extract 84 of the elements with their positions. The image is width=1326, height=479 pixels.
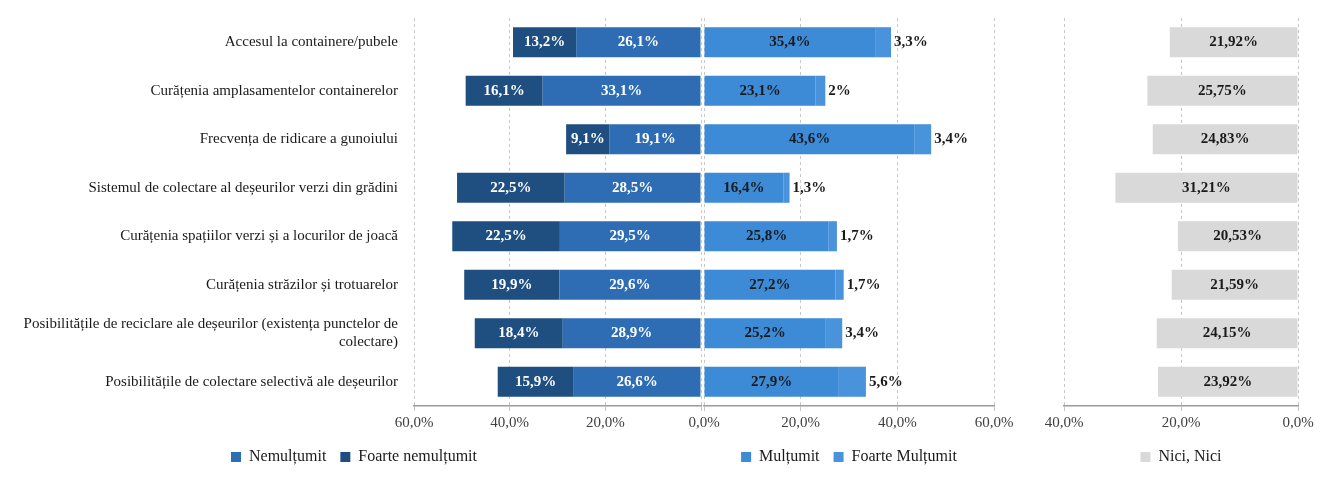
x-tick-label: 20,0% <box>781 413 821 430</box>
x-tick-label: 0,0% <box>688 413 720 430</box>
data-label: 22,5% <box>485 227 527 244</box>
legend-label: Mulțumit <box>759 447 821 466</box>
bar <box>576 27 701 58</box>
bar <box>1147 75 1298 106</box>
bar <box>559 269 701 300</box>
legend-label: Nici, Nici <box>1158 447 1223 465</box>
bar <box>474 318 563 349</box>
data-label: 43,6% <box>788 130 831 147</box>
data-label: 2% <box>828 81 851 98</box>
data-label: 35,4% <box>769 33 811 50</box>
data-label: 27,2% <box>749 275 791 292</box>
data-label: 16,4% <box>723 178 765 195</box>
bar <box>1169 27 1298 58</box>
bar <box>1177 221 1298 252</box>
y-tick-label: Frecvența de ridicare a gunoiului <box>199 130 398 148</box>
data-label: 21,59% <box>1210 275 1259 292</box>
y-tick-label: Curățenia amplasamentelor containerelor <box>150 81 398 99</box>
y-tick-label: Posibilitățile de colectare selectivă ale deșeurilor <box>105 372 398 390</box>
y-tick-label: Posibilitățile de reciclare ale deșeurilor (existența punctelor de colectare) <box>23 315 399 351</box>
data-label: 5,6% <box>868 372 903 389</box>
data-label: 28,9% <box>611 324 653 341</box>
data-label: 20,53% <box>1213 227 1263 244</box>
x-tick-label: 40,0% <box>490 413 530 430</box>
legend-label: Foarte nemulțumit <box>358 447 478 466</box>
legend-label: Foarte Mulțumit <box>851 447 958 466</box>
data-label: 13,2% <box>523 33 566 50</box>
bar <box>1115 172 1298 203</box>
data-label: 16,1% <box>483 81 525 98</box>
bar <box>609 124 701 155</box>
y-tick-label: Sistemul de colectare al deșeurilor verzi din grădini <box>88 178 398 196</box>
bar <box>457 172 565 203</box>
data-label: 29,5% <box>609 227 651 244</box>
data-label: 19,9% <box>491 275 533 292</box>
y-tick-label: Curățenia străzilor și trotuarelor <box>205 275 398 293</box>
data-label: 24,15% <box>1202 324 1252 341</box>
x-tick-label: 20,0% <box>1161 413 1201 430</box>
data-label: 31,21% <box>1182 178 1231 195</box>
data-label: 3,4% <box>845 324 879 341</box>
data-label: 3,4% <box>934 130 968 147</box>
data-label: 3,3% <box>894 33 928 50</box>
data-label: 26,1% <box>617 33 659 50</box>
bar <box>464 269 560 300</box>
y-tick-label: Accesul la containere/pubele <box>224 33 399 50</box>
data-label: 26,6% <box>616 372 658 389</box>
bar <box>542 75 701 106</box>
data-label: 21,92% <box>1209 33 1259 50</box>
bar <box>573 366 701 397</box>
bar <box>562 318 701 349</box>
data-label: 33,1% <box>600 81 643 98</box>
data-label: 27,9% <box>751 372 793 389</box>
x-tick-label: 60,0% <box>394 413 434 430</box>
x-tick-label: 60,0% <box>974 413 1014 430</box>
x-tick-label: 0,0% <box>1282 413 1314 430</box>
data-label: 25,75% <box>1198 81 1247 98</box>
bar <box>1152 124 1298 155</box>
data-label: 23,1% <box>739 81 781 98</box>
data-label: 23,92% <box>1203 372 1253 389</box>
data-label: 22,5% <box>490 178 532 195</box>
data-label: 1,3% <box>792 178 827 195</box>
data-label: 24,83% <box>1200 130 1250 147</box>
data-label: 9,1% <box>571 130 605 147</box>
data-label: 19,1% <box>634 130 676 147</box>
y-tick-label: Curățenia spațiilor verzi și a locurilor de joacă <box>120 227 399 245</box>
bar <box>465 75 543 106</box>
data-label: 25,2% <box>744 324 786 341</box>
x-tick-label: 20,0% <box>585 413 625 430</box>
data-label: 15,9% <box>515 372 557 389</box>
bar <box>559 221 701 252</box>
bar <box>1156 318 1298 349</box>
data-label: 28,5% <box>611 178 654 195</box>
data-label: 29,6% <box>609 275 651 292</box>
x-tick-label: 40,0% <box>1044 413 1084 430</box>
data-label: 18,4% <box>498 324 540 341</box>
data-label: 1,7% <box>839 227 874 244</box>
data-label: 1,7% <box>846 275 881 292</box>
bar <box>1158 366 1298 397</box>
data-label: 25,8% <box>745 227 788 244</box>
bar <box>452 221 560 252</box>
bar <box>1171 269 1298 300</box>
bar <box>564 172 701 203</box>
x-tick-label: 40,0% <box>877 413 917 430</box>
legend-label: Nemulțumit <box>249 447 327 466</box>
